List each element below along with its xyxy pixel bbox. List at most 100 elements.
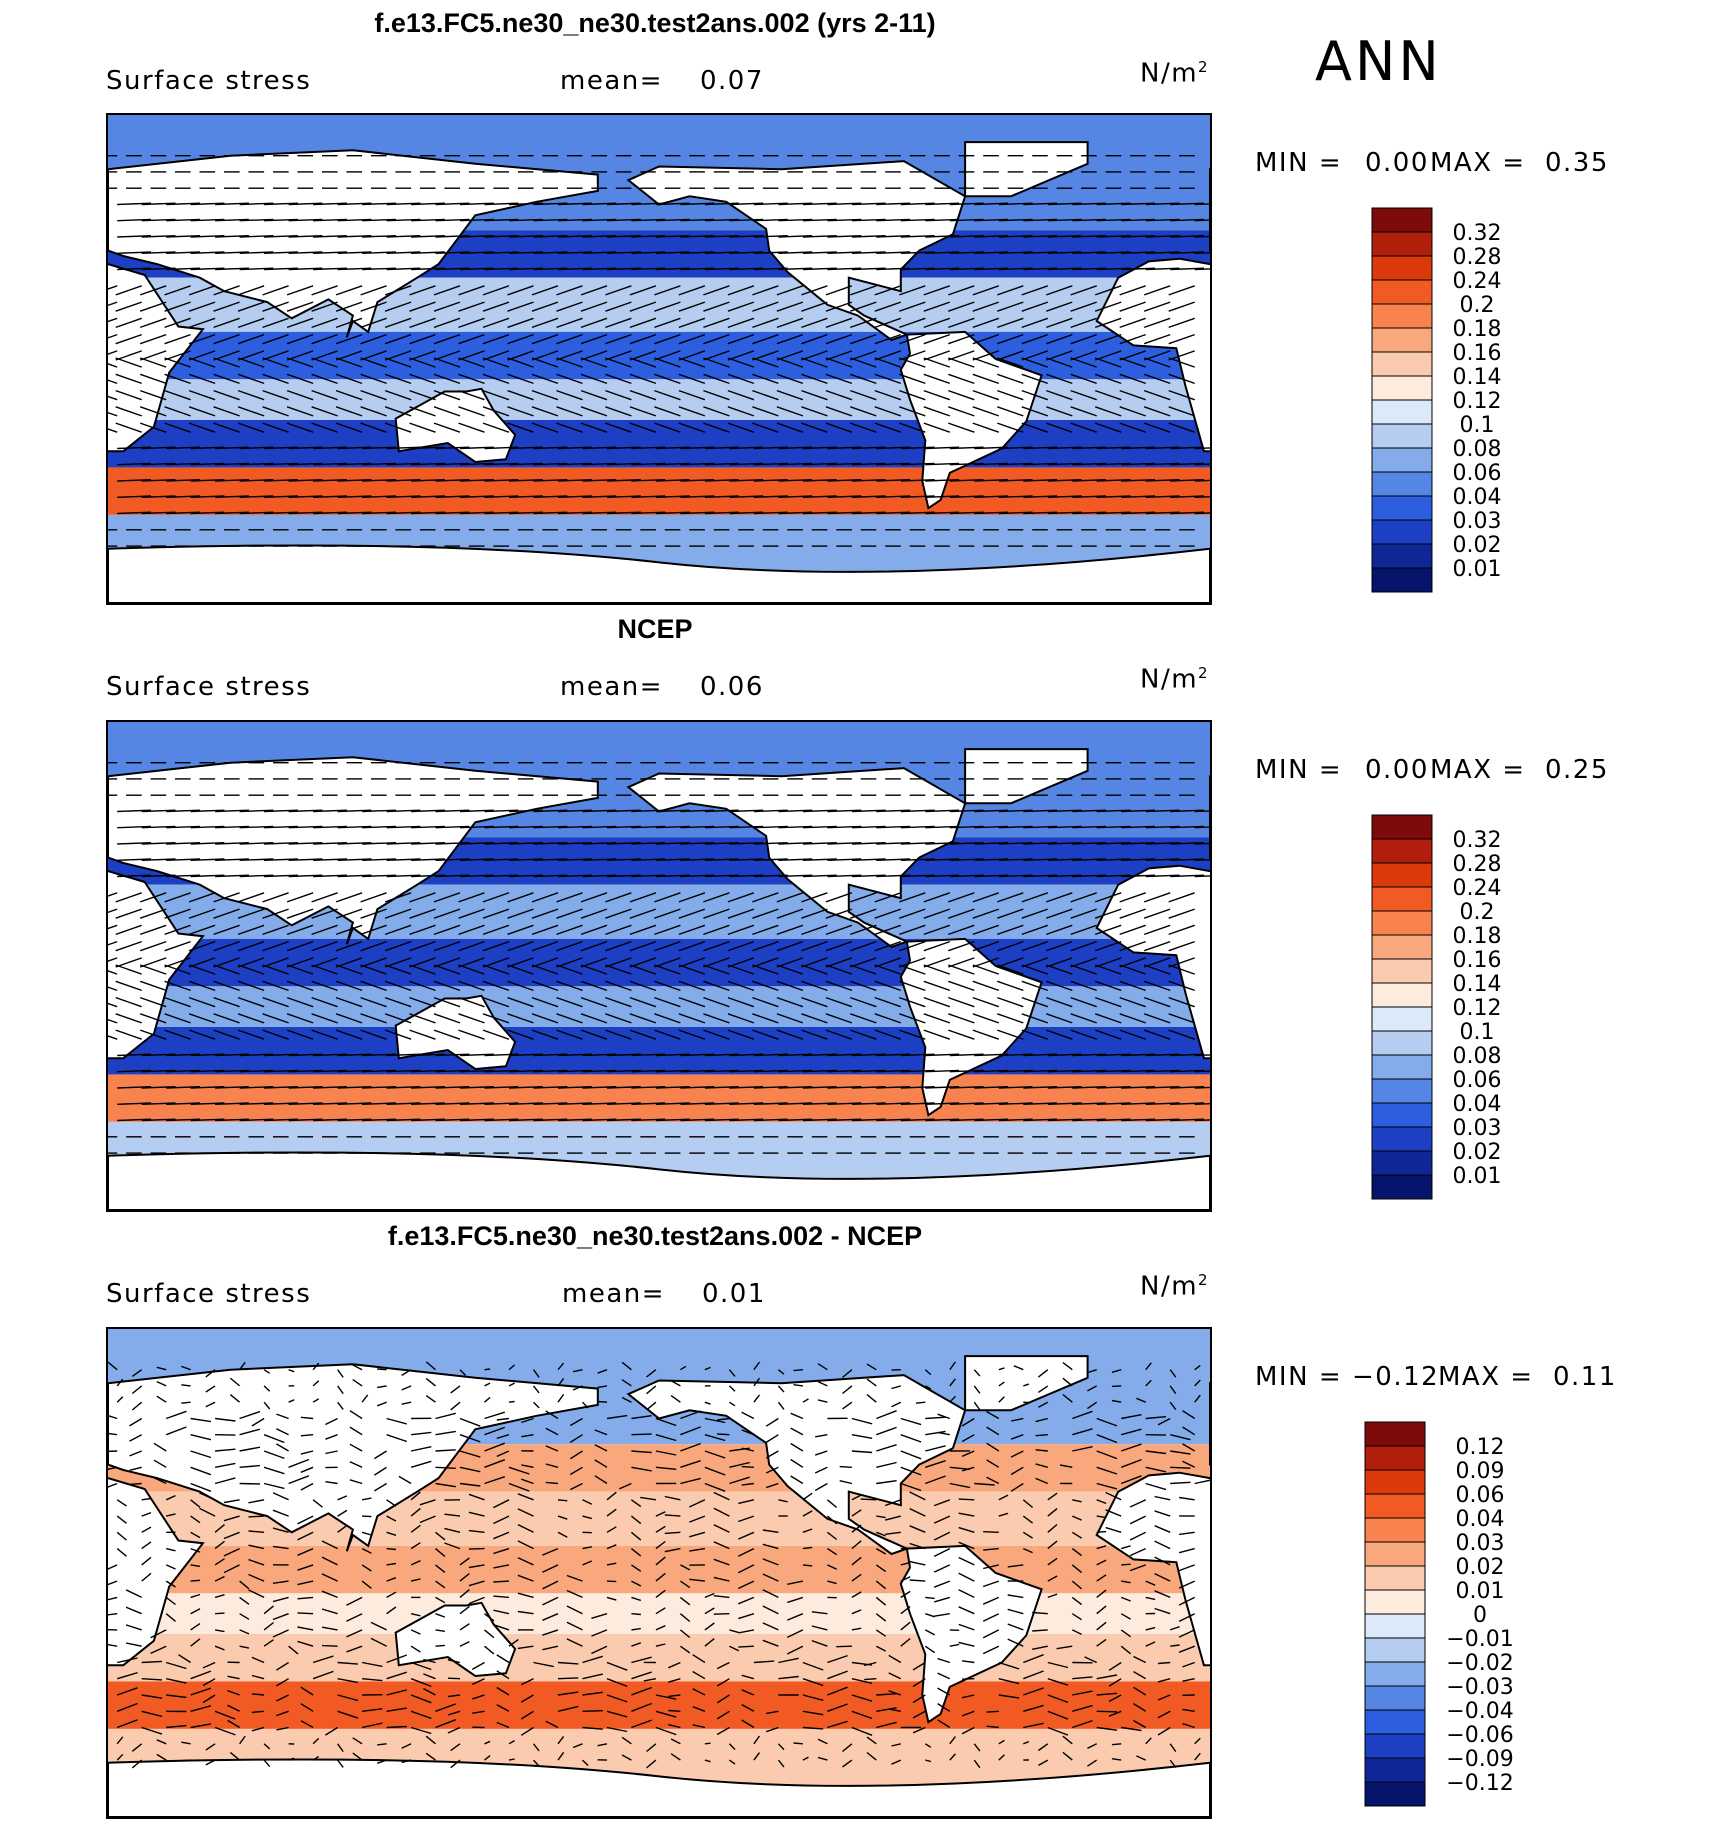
stress-vector xyxy=(508,858,543,861)
stress-vector xyxy=(482,285,510,296)
stress-vector xyxy=(1154,1510,1171,1517)
stress-vector xyxy=(899,1029,926,1040)
colorbar-tick-label: 0.09 xyxy=(1456,1459,1505,1484)
stress-vector xyxy=(753,251,788,254)
stress-vector xyxy=(580,422,608,433)
stress-vector xyxy=(900,1053,935,1057)
stress-vector xyxy=(655,1540,666,1550)
stress-vector xyxy=(108,1466,118,1470)
stress-vector xyxy=(679,1629,691,1639)
stress-vector xyxy=(817,1399,828,1403)
stress-vector xyxy=(1096,511,1131,515)
stress-vector xyxy=(166,1102,201,1105)
stress-vector xyxy=(997,1029,1024,1040)
stress-vector xyxy=(141,1069,176,1073)
stress-vector xyxy=(874,373,902,385)
stress-vector xyxy=(288,267,323,271)
stress-vector xyxy=(108,1482,118,1488)
stress-vector xyxy=(458,924,485,936)
stress-vector xyxy=(433,301,461,312)
stress-vector xyxy=(986,1410,1000,1420)
stress-vector xyxy=(1022,1531,1033,1539)
stress-vector xyxy=(606,479,641,482)
stress-vector xyxy=(1023,1547,1033,1554)
stress-vector xyxy=(802,446,837,450)
stress-vector xyxy=(986,1725,999,1729)
stress-vector xyxy=(875,1645,887,1652)
stress-vector xyxy=(776,333,804,345)
stress-vector xyxy=(802,1102,837,1105)
colorbar-tick-label: 0.12 xyxy=(1453,389,1502,414)
stress-vector xyxy=(139,389,167,401)
stress-vector xyxy=(655,1694,677,1700)
stress-vector xyxy=(362,858,396,861)
stress-vector xyxy=(787,1580,804,1585)
stress-vector xyxy=(1072,1499,1082,1503)
stress-vector xyxy=(360,957,387,968)
stress-vector xyxy=(974,1102,1009,1105)
stress-vector xyxy=(776,350,804,361)
stress-vector xyxy=(116,1736,124,1745)
stress-vector xyxy=(251,1693,265,1696)
stress-vector xyxy=(948,373,975,385)
stress-vector xyxy=(1129,1515,1147,1525)
stress-vector xyxy=(386,1417,407,1425)
stress-vector xyxy=(531,980,559,992)
stress-vector xyxy=(605,940,632,952)
stress-vector xyxy=(557,1102,592,1105)
stress-vector xyxy=(533,479,568,482)
stress-vector xyxy=(311,285,338,296)
stress-vector xyxy=(655,267,690,271)
stress-vector xyxy=(409,422,436,433)
stress-vector xyxy=(484,842,519,845)
stress-vector xyxy=(972,317,1000,329)
stress-vector xyxy=(1168,317,1195,329)
stress-vector xyxy=(900,1069,935,1073)
stress-vector xyxy=(948,1029,975,1040)
stress-vector xyxy=(262,924,289,936)
stress-vector xyxy=(288,1645,299,1655)
stress-vector xyxy=(713,1595,730,1599)
stress-vector xyxy=(581,1401,589,1409)
stress-vector xyxy=(335,350,363,361)
stress-vector xyxy=(752,357,779,368)
stress-vector xyxy=(459,825,494,829)
stress-vector xyxy=(668,1694,681,1698)
stress-vector xyxy=(827,218,862,222)
stress-vector xyxy=(362,1069,396,1073)
stress-vector xyxy=(1119,422,1146,433)
stress-vector xyxy=(974,842,1009,845)
stress-vector xyxy=(468,1493,485,1501)
stress-vector xyxy=(215,809,249,813)
stress-vector xyxy=(850,357,877,368)
stress-vector xyxy=(1023,1740,1030,1745)
stress-vector xyxy=(337,1495,348,1501)
stress-vector xyxy=(727,350,755,361)
stress-vector xyxy=(925,1613,935,1618)
stress-vector xyxy=(629,389,657,401)
stress-vector xyxy=(680,495,715,498)
stress-vector xyxy=(300,1703,314,1712)
stress-vector xyxy=(482,964,510,975)
stress-vector xyxy=(654,357,681,368)
stress-vector xyxy=(1145,1362,1152,1371)
stress-vector xyxy=(655,1450,677,1456)
stress-vector xyxy=(484,1476,506,1485)
stress-vector xyxy=(729,267,764,271)
stress-vector xyxy=(655,842,690,845)
stress-vector xyxy=(532,1369,540,1378)
stress-vector xyxy=(986,1459,1000,1468)
stress-vector xyxy=(433,422,461,433)
stress-vector xyxy=(1111,1743,1122,1746)
stress-vector xyxy=(814,1450,828,1456)
stress-vector xyxy=(262,1029,289,1040)
stress-vector xyxy=(337,1509,348,1517)
stress-vector xyxy=(851,1678,873,1684)
stress-vector xyxy=(411,1069,445,1073)
stress-vector xyxy=(606,1526,617,1533)
stress-vector xyxy=(1010,1417,1024,1422)
stress-vector xyxy=(117,842,152,845)
stress-vector xyxy=(190,1623,201,1631)
stress-vector xyxy=(1072,1719,1093,1729)
stress-vector xyxy=(729,479,764,482)
